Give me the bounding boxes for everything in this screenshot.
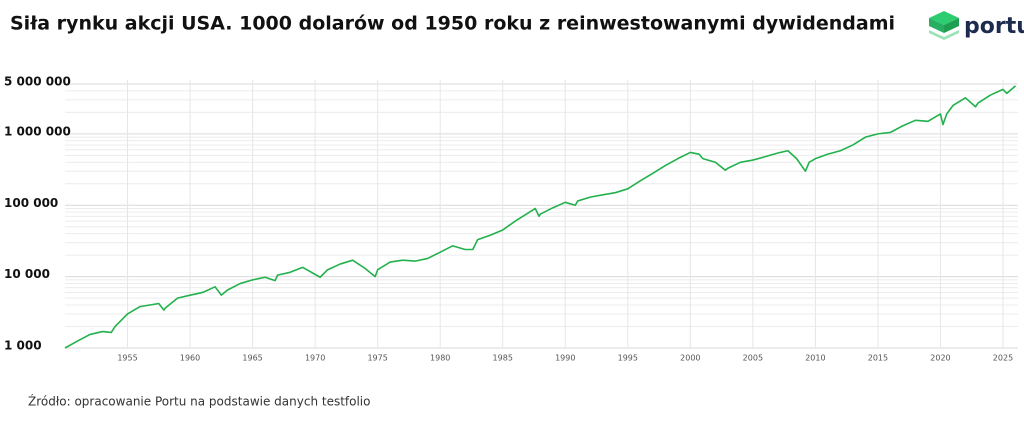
y-tick-label: 5 000 000 [4,75,71,89]
x-tick-label: 2015 [868,354,888,363]
x-tick-label: 1990 [555,354,575,363]
x-tick-label: 1970 [305,354,325,363]
x-tick-label: 2020 [930,354,950,363]
y-tick-label: 1 000 000 [4,124,71,138]
y-tick-label: 100 000 [4,196,58,210]
x-tick-label: 1955 [117,354,137,363]
x-tick-label: 1980 [430,354,450,363]
x-tick-label: 2010 [805,354,825,363]
x-tick-label: 2000 [680,354,700,363]
x-tick-label: 1965 [242,354,262,363]
y-tick-label: 10 000 [4,267,50,281]
series-line [64,85,1017,349]
chart-title: Siła rynku akcji USA. 1000 dolarów od 19… [10,13,895,35]
y-tick-label: 1 000 [4,339,42,353]
x-tick-label: 1975 [367,354,387,363]
logo-icon [929,11,959,40]
source: Źródło: opracowanie Portu na podstawie d… [28,394,370,409]
x-tick-label: 1985 [493,354,513,363]
x-tick-label: 2025 [993,354,1013,363]
x-tick-label: 2005 [743,354,763,363]
x-tick-label: 1960 [180,354,200,363]
x-tick-label: 1995 [618,354,638,363]
logo: portu [964,14,1024,39]
